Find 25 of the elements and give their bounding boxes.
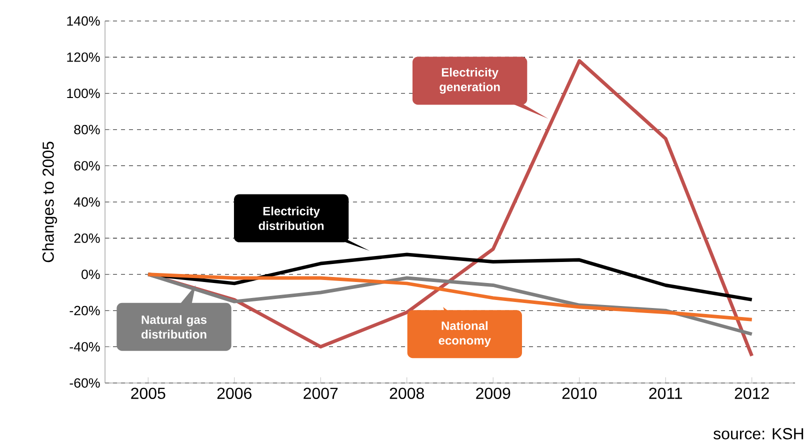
y-tick-label: 20% [74, 233, 100, 243]
x-tick-label: 2007 [304, 388, 338, 400]
y-tick-label: 140% [67, 16, 100, 26]
x-tick-label: 2008 [390, 388, 424, 400]
y-tick-label: 0% [82, 270, 100, 280]
x-tick-label: 2012 [734, 388, 769, 400]
y-axis-title: Changes to 2005 [42, 142, 58, 262]
x-tick-label: 2006 [217, 388, 252, 400]
y-tick-label: 120% [67, 52, 100, 62]
x-tick-label: 2009 [476, 388, 510, 400]
y-tick-label: 80% [74, 124, 100, 134]
y-tick-label: -60% [70, 378, 100, 388]
text: Electricity generation [440, 68, 500, 94]
y-tick-label: 100% [67, 88, 100, 98]
x-tick-label: 2011 [649, 388, 682, 400]
y-tick-label: -20% [70, 306, 100, 316]
y-tick-label: 40% [74, 197, 100, 207]
y-tick-label: 60% [74, 161, 100, 171]
y-tick-label: -40% [70, 342, 100, 352]
series-label: National economy [438, 321, 491, 348]
series-label: Natural gas distribution [142, 315, 207, 339]
x-tick-label: 2010 [562, 388, 597, 400]
source-note: source: KSH [714, 428, 804, 440]
x-tick-label: 2005 [131, 388, 166, 400]
text: Electricity distribution [258, 206, 324, 230]
